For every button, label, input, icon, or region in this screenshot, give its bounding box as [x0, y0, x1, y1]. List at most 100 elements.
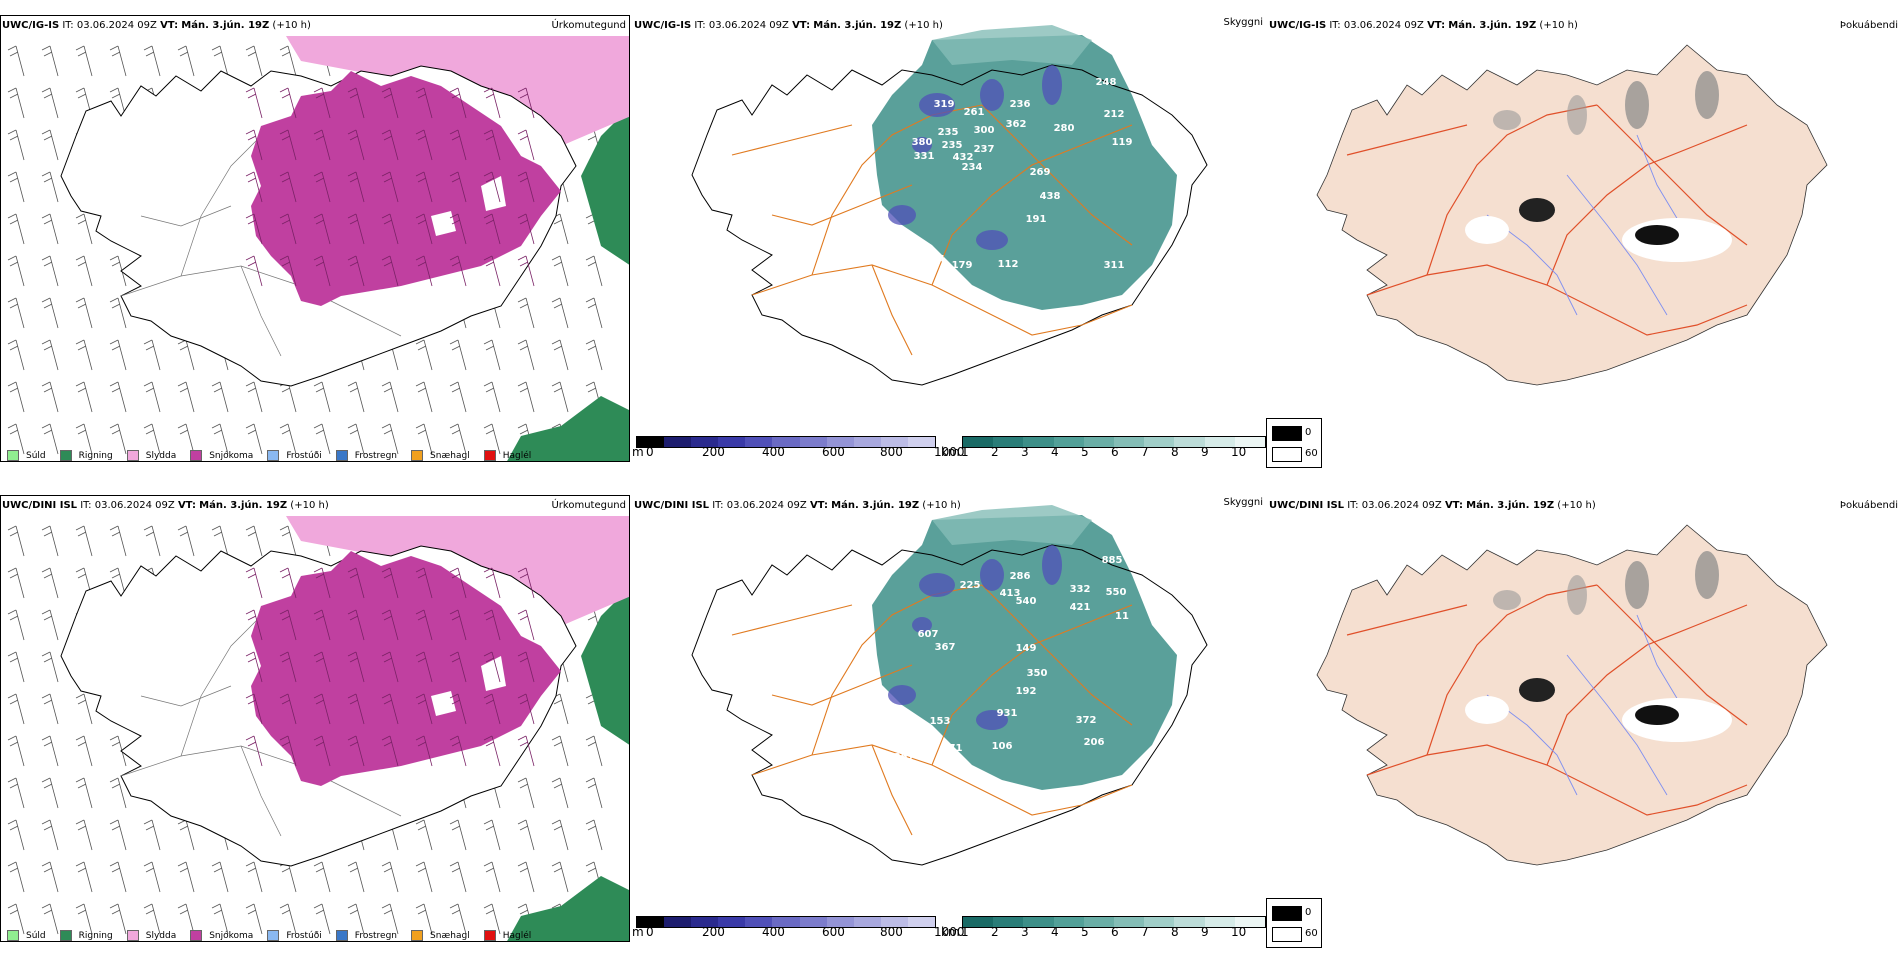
- wind-barb: [7, 861, 25, 893]
- vt-value: Mán. 3.jún. 19Z: [181, 20, 270, 31]
- legend-swatch: [190, 930, 203, 941]
- legend-label: Haglél: [502, 450, 532, 461]
- wind-barb: [585, 735, 603, 767]
- wind-barb: [109, 381, 127, 413]
- it-label: IT:: [712, 500, 724, 511]
- vt-value: Mán. 3.jún. 19Z: [1448, 20, 1537, 31]
- snow-area: [251, 551, 561, 786]
- colorbar-segment: [664, 437, 692, 447]
- wind-barbs-snow: [245, 567, 535, 767]
- legend-swatch: [411, 450, 424, 461]
- wind-barb: [381, 213, 399, 245]
- vt-label: VT:: [1444, 500, 1463, 511]
- wind-barb: [483, 87, 501, 119]
- legend-label: Haglél: [502, 930, 532, 941]
- wind-barb: [177, 903, 195, 935]
- precip-type-title: Úrkomutegund: [551, 20, 626, 31]
- wind-barb: [517, 339, 535, 371]
- wind-barb: [177, 861, 195, 893]
- precip-map: [7, 36, 629, 461]
- colorbar-segment: [772, 437, 800, 447]
- legend-label: Rigning: [78, 450, 113, 461]
- wind-barb: [517, 819, 535, 851]
- visibility-colorbar: [962, 916, 1266, 928]
- wind-barb: [41, 45, 59, 77]
- wind-barb: [7, 525, 25, 557]
- cloud-base-value: 171: [942, 743, 963, 754]
- colorbar-segment: [1174, 437, 1205, 447]
- wind-barb: [551, 339, 569, 371]
- snow-gap: [431, 211, 456, 236]
- vt-label: VT:: [160, 20, 179, 31]
- wind-barb: [313, 87, 331, 119]
- colorbar-segment: [907, 437, 936, 447]
- wind-barb: [75, 297, 93, 329]
- wind-barb: [109, 903, 127, 935]
- colorbar-tick: 800: [880, 445, 903, 459]
- rain-area-south: [507, 876, 629, 941]
- precip-type-panel: Súld Rigning Slydda Snjókoma Frostúði Frostre…: [0, 12, 632, 482]
- colorbar-segment: [880, 437, 908, 447]
- fog-legend: 0 60: [1266, 418, 1322, 468]
- legend-label: Snjókoma: [209, 450, 254, 461]
- legend-swatch: [267, 930, 280, 941]
- lead-time: (+10 h): [904, 20, 943, 31]
- lead-time: (+10 h): [922, 500, 961, 511]
- wind-barb: [245, 381, 263, 413]
- wind-barb: [517, 693, 535, 725]
- wind-barb: [75, 861, 93, 893]
- wind-barb: [7, 339, 25, 371]
- colorbar-segment: [745, 437, 773, 447]
- cloud-base-value: 179: [952, 260, 973, 271]
- wind-barb: [211, 903, 229, 935]
- wind-barb: [551, 255, 569, 287]
- wind-barb: [245, 423, 263, 455]
- forecast-row: Súld Rigning Slydda Snjókoma Frostúði Frostre…: [0, 492, 1900, 962]
- wind-barb: [517, 651, 535, 683]
- colorbar-segment: [907, 917, 936, 927]
- visibility-panel: 319 261 235 300 380 235 237 331 432 234 236 362 280 2…: [632, 12, 1267, 482]
- colorbar-tick: 600: [822, 925, 845, 939]
- wind-barb: [245, 903, 263, 935]
- wind-barb: [517, 381, 535, 413]
- wind-barb: [245, 87, 263, 119]
- cloud-base-value: 432: [953, 152, 974, 163]
- cloud-base-value: 34: [931, 254, 945, 265]
- wind-barb: [245, 735, 263, 767]
- it-label: IT:: [694, 20, 706, 31]
- precip-legend-item: Slydda: [126, 450, 177, 461]
- legend-label: Slydda: [145, 450, 177, 461]
- panel-header: UWC/IG-IS IT: 03.06.2024 09Z VT: Mán. 3.…: [2, 20, 311, 31]
- wind-barb: [7, 735, 25, 767]
- wind-barb: [41, 819, 59, 851]
- wind-barb: [41, 255, 59, 287]
- it-value: 03.06.2024 09Z: [76, 20, 157, 31]
- wind-barb: [347, 171, 365, 203]
- wind-barb: [279, 903, 297, 935]
- wind-barb: [381, 567, 399, 599]
- colorbar-segment: [637, 437, 665, 447]
- wind-barb: [41, 213, 59, 245]
- fog-swatch-0: [1272, 426, 1302, 441]
- legend-label: Frostregn: [354, 450, 398, 461]
- wind-barb: [313, 213, 331, 245]
- precip-legend-item: Frostúði: [267, 930, 322, 941]
- visibility-unit: km: [941, 445, 960, 459]
- wind-barb: [41, 693, 59, 725]
- wind-barb: [109, 861, 127, 893]
- wind-barb: [415, 213, 433, 245]
- colorbar-tick: 10: [1231, 445, 1247, 459]
- wind-barb: [75, 525, 93, 557]
- wind-barb: [143, 423, 161, 455]
- wind-barb: [517, 213, 535, 245]
- colorbar-tick: 2: [991, 925, 999, 939]
- legend-swatch: [483, 930, 496, 941]
- colorbar-segment: [1144, 917, 1175, 927]
- wind-barb: [347, 861, 365, 893]
- cloud-base-value: 93: [859, 736, 873, 747]
- wind-barb: [415, 129, 433, 161]
- wind-barb: [245, 171, 263, 203]
- legend-label: Snjókoma: [209, 930, 254, 941]
- precip-legend-item: Snæhagl: [411, 450, 470, 461]
- wind-barb: [313, 651, 331, 683]
